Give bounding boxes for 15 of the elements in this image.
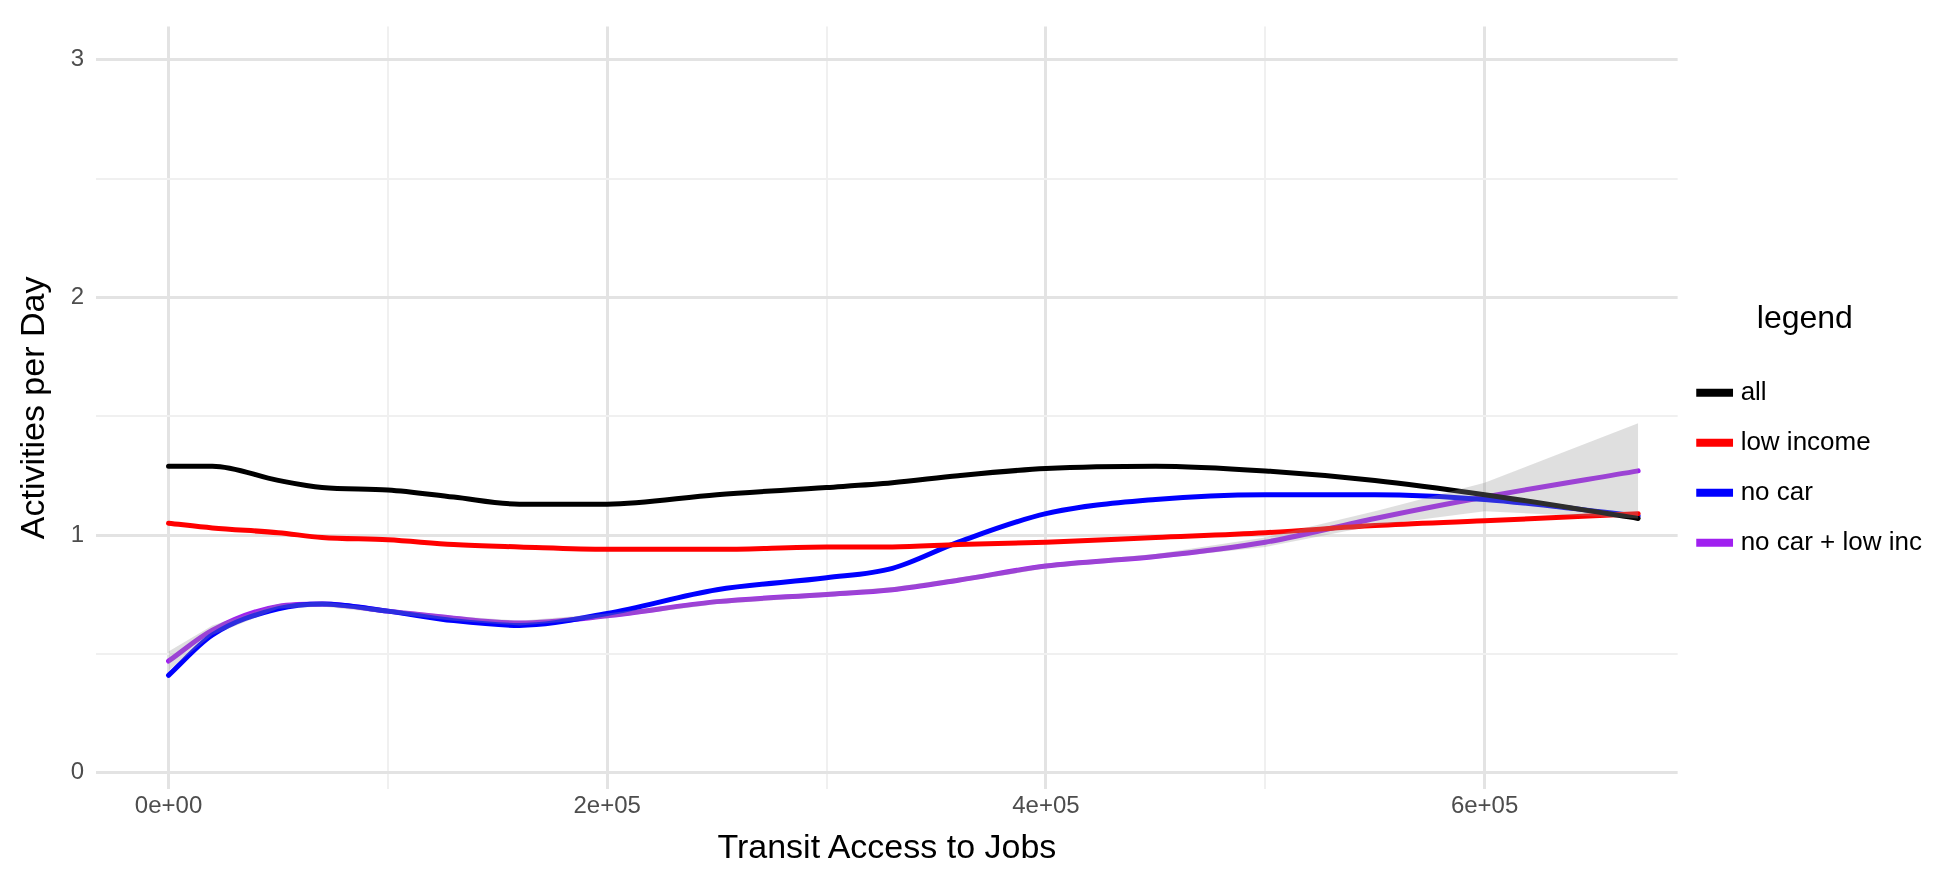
y-tick-label: 0 bbox=[70, 757, 85, 785]
x-axis-title: Transit Access to Jobs bbox=[717, 826, 1057, 865]
legend-title: legend bbox=[1756, 299, 1853, 336]
x-tick-label: 2e+05 bbox=[573, 791, 641, 819]
x-tick-label: 6e+05 bbox=[1450, 791, 1519, 819]
legend-label: all bbox=[1740, 375, 1767, 406]
y-axis-title: Activities per Day bbox=[12, 276, 51, 540]
y-tick-label: 1 bbox=[70, 519, 85, 547]
legend-label: no car bbox=[1740, 475, 1814, 506]
legend-label: no car + low inc bbox=[1740, 525, 1923, 556]
x-tick-label: 0e+00 bbox=[134, 791, 203, 819]
y-tick-label: 3 bbox=[70, 44, 85, 72]
x-tick-label: 4e+05 bbox=[1012, 791, 1080, 819]
y-tick-label: 2 bbox=[70, 282, 85, 309]
legend-label: low income bbox=[1740, 425, 1871, 456]
